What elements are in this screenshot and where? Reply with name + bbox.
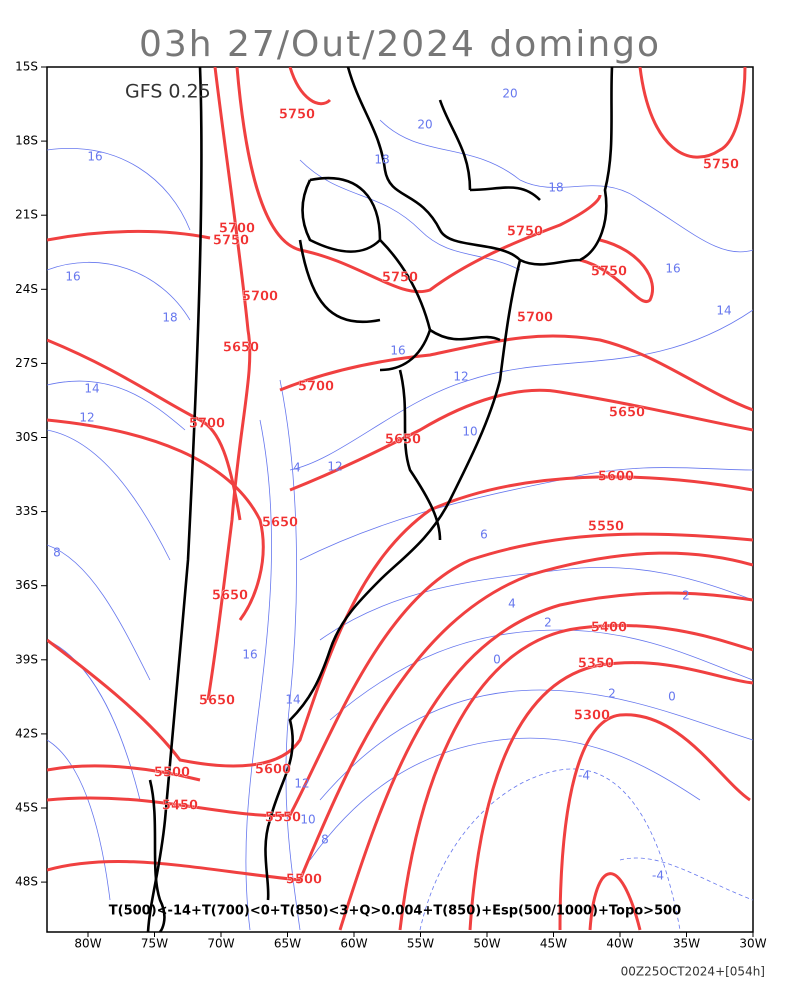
thickness-label: 14 (716, 304, 731, 318)
lon-label: 55W (407, 937, 434, 951)
thickness-label: -4 (578, 769, 590, 783)
thickness-label: 20 (417, 118, 432, 132)
lon-label: 75W (141, 937, 168, 951)
height-label: 5650 (212, 589, 248, 604)
thickness-label: 10 (462, 425, 477, 439)
lon-label: 80W (74, 937, 101, 951)
legend-text: T(500)<-14+T(700)<0+T(850)<3+Q>0.004+T(8… (109, 904, 681, 919)
height-label: 5700 (298, 380, 334, 395)
thickness-label: 2 (608, 687, 616, 701)
height-label: 5700 (242, 290, 278, 305)
height-label: 5350 (578, 657, 614, 672)
thickness-label: 12 (453, 370, 468, 384)
height-label: 5650 (199, 694, 235, 709)
height-label: 5600 (598, 470, 634, 485)
height-label: 5450 (162, 799, 198, 814)
lat-label: 36S (15, 578, 38, 592)
lat-label: 48S (15, 875, 38, 889)
height-label: 5750 (213, 234, 249, 249)
lon-label: 30W (739, 937, 766, 951)
thickness-label: 16 (242, 648, 257, 662)
height-label: 5750 (507, 225, 543, 240)
height-label: 5750 (279, 108, 315, 123)
coastlines (146, 67, 614, 932)
lat-label: 30S (15, 430, 38, 444)
lat-label: 42S (15, 726, 38, 740)
thickness-label: 16 (665, 262, 680, 276)
model-label: GFS 0.25 (125, 81, 211, 103)
lon-label: 65W (274, 937, 301, 951)
map-layers (47, 67, 753, 932)
height-label: 5400 (591, 621, 627, 636)
height-label: 5650 (609, 406, 645, 421)
thickness-label: 8 (53, 546, 61, 560)
lat-label: 45S (15, 801, 38, 815)
lat-label: 18S (15, 134, 38, 148)
lon-label: 40W (606, 937, 633, 951)
height-label: 5650 (262, 516, 298, 531)
height-label: 5550 (588, 520, 624, 535)
height-label: 5550 (265, 811, 301, 826)
thickness-label: 14 (84, 382, 99, 396)
thickness-label: 12 (327, 460, 342, 474)
height-label: 5700 (517, 311, 553, 326)
lat-label: 24S (15, 282, 38, 296)
height-label: 5750 (382, 271, 418, 286)
lon-label: 35W (673, 937, 700, 951)
lon-label: 60W (340, 937, 367, 951)
height-label: 5700 (219, 222, 255, 237)
height-label: 5300 (574, 709, 610, 724)
lon-label: 45W (540, 937, 567, 951)
thickness-label: 16 (390, 344, 405, 358)
title: 03h 27/Out/2024 domingo (139, 24, 661, 65)
thickness-label: 12 (79, 411, 94, 425)
height-label: 5650 (385, 433, 421, 448)
height-label: 5750 (591, 265, 627, 280)
thickness-label: 4 (508, 597, 516, 611)
thickness-label: 20 (502, 87, 517, 101)
lat-label: 39S (15, 652, 38, 666)
height-label: 5600 (255, 763, 291, 778)
thickness-label: 2 (544, 616, 552, 630)
thickness-label: 6 (480, 528, 488, 542)
thickness-label: 18 (548, 181, 563, 195)
lon-label: 50W (473, 937, 500, 951)
lat-label: 15S (15, 60, 38, 74)
height-label: 5700 (189, 417, 225, 432)
map-frame (46, 66, 754, 933)
thickness-label: 18 (162, 311, 177, 325)
thickness-label: 4 (293, 461, 301, 475)
thickness-label: -4 (652, 869, 664, 883)
lat-label: 33S (15, 504, 38, 518)
lon-label: 70W (207, 937, 234, 951)
lat-label: 27S (15, 356, 38, 370)
thickness-label: 0 (493, 653, 501, 667)
thickness-label: 0 (668, 690, 676, 704)
thickness-label: 2 (682, 589, 690, 603)
thickness-label: 14 (285, 693, 300, 707)
height-contours (47, 67, 753, 931)
thickness-label: 16 (87, 150, 102, 164)
height-label: 5750 (703, 158, 739, 173)
thickness-label: 18 (374, 153, 389, 167)
run-label: 00Z25OCT2024+[054h] (621, 965, 765, 979)
thickness-label: 16 (65, 270, 80, 284)
thickness-label: 10 (300, 813, 315, 827)
thickness-label: 8 (321, 833, 329, 847)
lat-label: 21S (15, 208, 38, 222)
height-label: 5500 (286, 873, 322, 888)
height-label: 5650 (223, 341, 259, 356)
height-label: 5500 (154, 766, 190, 781)
thickness-label: 12 (294, 777, 309, 791)
